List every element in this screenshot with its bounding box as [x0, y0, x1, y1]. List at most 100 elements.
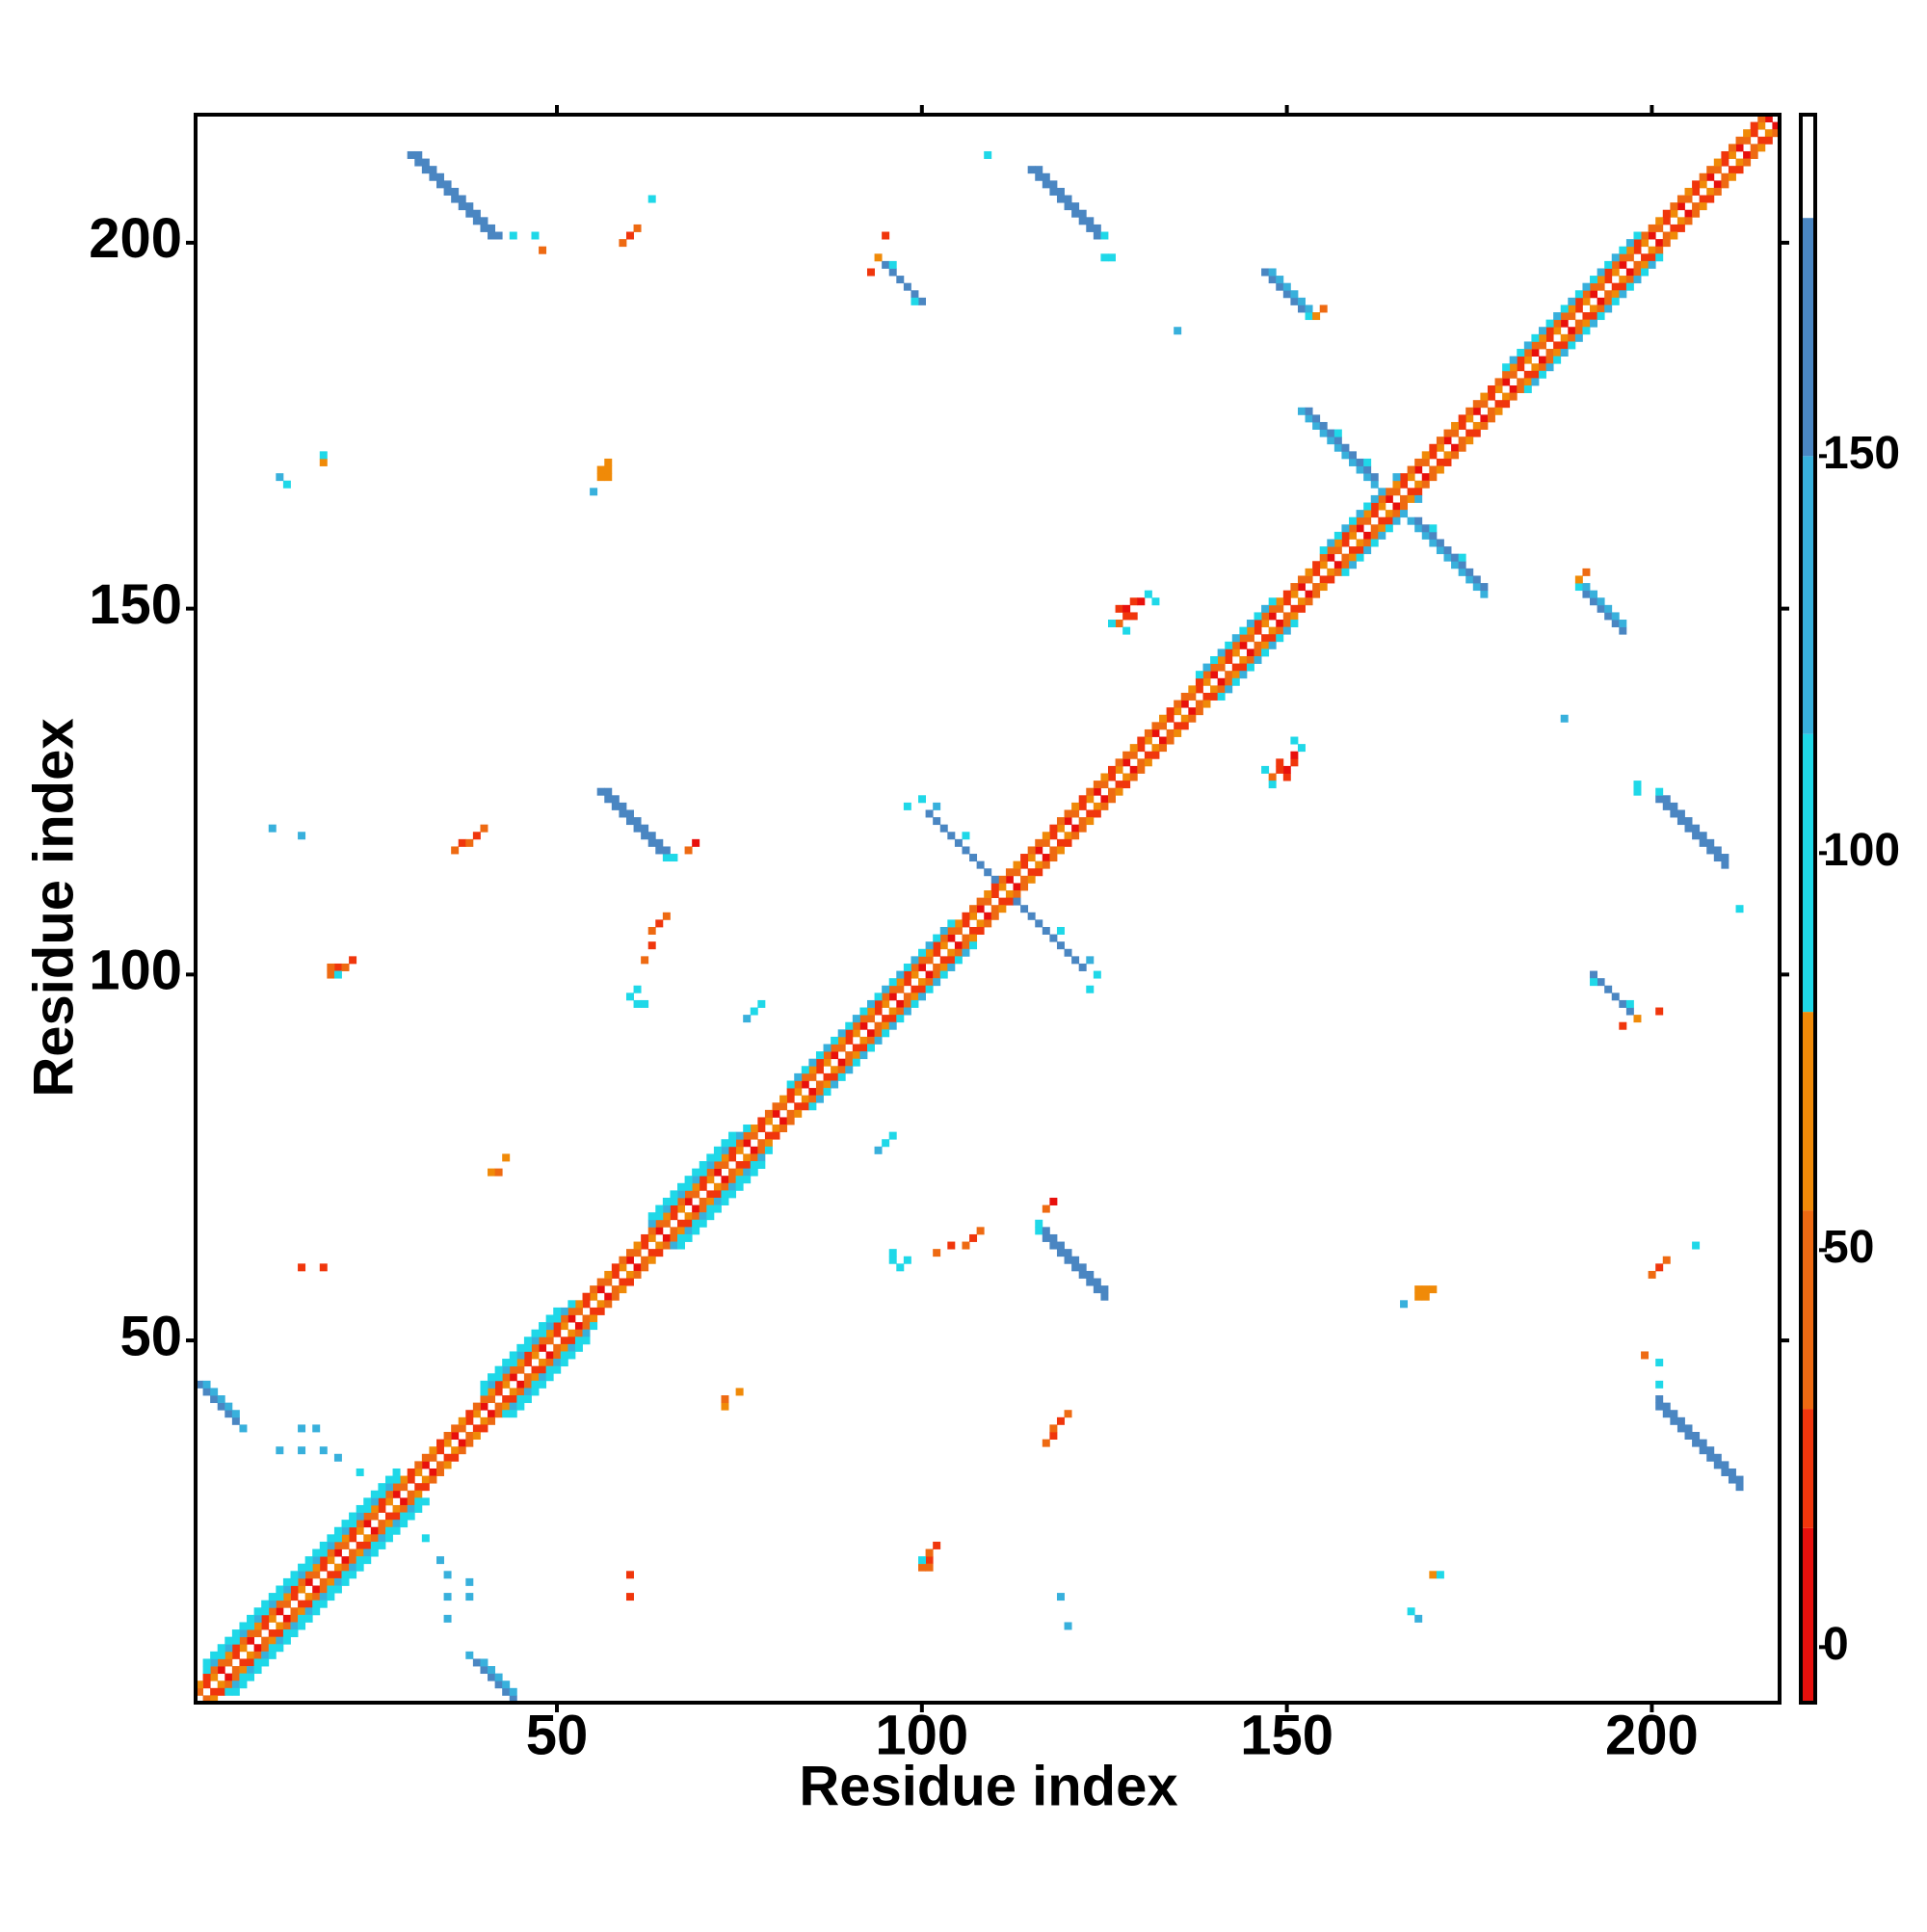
- heatmap-cell: [998, 897, 1007, 906]
- heatmap-cell: [1692, 832, 1701, 840]
- heatmap-cell: [735, 1139, 744, 1148]
- heatmap-cell: [276, 1622, 284, 1630]
- heatmap-cell: [1523, 384, 1532, 393]
- heatmap-cell: [1144, 590, 1152, 598]
- heatmap-cell: [692, 1227, 700, 1235]
- heatmap-cell: [1042, 180, 1050, 189]
- heatmap-cell: [1706, 195, 1715, 203]
- heatmap-cell: [1174, 728, 1182, 737]
- heatmap-cell: [1655, 224, 1664, 232]
- heatmap-cell: [1042, 926, 1050, 935]
- heatmap-cell: [239, 1658, 248, 1667]
- heatmap-cell: [692, 1212, 700, 1221]
- heatmap-cell: [1655, 1359, 1664, 1367]
- heatmap-cell: [684, 1212, 693, 1221]
- heatmap-cell: [684, 1190, 693, 1199]
- heatmap-cell: [472, 1432, 481, 1440]
- heatmap-cell: [523, 1351, 532, 1360]
- heatmap-cell: [494, 1681, 503, 1689]
- heatmap-cell: [947, 926, 956, 935]
- heatmap-cell: [625, 817, 634, 826]
- heatmap-cell: [400, 1483, 409, 1492]
- heatmap-cell: [662, 854, 671, 862]
- heatmap-cell: [1414, 465, 1423, 474]
- heatmap-cell: [1721, 180, 1729, 189]
- heatmap-cell: [282, 480, 291, 489]
- heatmap-cell: [1385, 488, 1393, 496]
- heatmap-cell: [721, 1190, 729, 1199]
- heatmap-cell: [290, 1585, 299, 1594]
- heatmap-cell: [378, 1541, 386, 1549]
- heatmap-cell: [370, 1512, 379, 1521]
- heatmap-cell: [1071, 809, 1080, 818]
- heatmap-cell: [728, 1190, 737, 1199]
- heatmap-cell: [1210, 663, 1219, 672]
- heatmap-cell: [984, 868, 992, 877]
- heatmap-cell: [436, 180, 444, 189]
- heatmap-cell: [764, 1139, 773, 1148]
- heatmap-cell: [1633, 1015, 1642, 1023]
- heatmap-cell: [1378, 488, 1386, 496]
- heatmap-cell: [516, 1395, 525, 1404]
- heatmap-cell: [202, 1673, 211, 1681]
- heatmap-cell: [1100, 253, 1109, 262]
- heatmap-cell: [706, 1153, 715, 1162]
- heatmap-cell: [1509, 356, 1518, 364]
- heatmap-cell: [1400, 510, 1409, 518]
- heatmap-cell: [933, 1541, 941, 1549]
- heatmap-cell: [1655, 1380, 1664, 1389]
- heatmap-cell: [1590, 970, 1597, 979]
- heatmap-cell: [1735, 905, 1744, 913]
- heatmap-cell: [1254, 655, 1262, 664]
- heatmap-cell: [1276, 620, 1284, 628]
- heatmap-cell: [1545, 333, 1554, 342]
- heatmap-cell: [414, 1461, 423, 1469]
- heatmap-cell: [1429, 465, 1438, 474]
- heatmap-cell: [728, 1182, 737, 1191]
- heatmap-cell: [349, 1520, 357, 1528]
- heatmap-cell: [866, 1007, 875, 1016]
- heatmap-cell: [253, 1651, 262, 1659]
- heatmap-cell: [1341, 553, 1350, 562]
- heatmap-cell: [1225, 685, 1233, 694]
- heatmap-cell: [1648, 1270, 1656, 1279]
- heatmap-cell: [969, 934, 978, 942]
- heatmap-cell: [480, 1388, 488, 1396]
- heatmap-cell: [633, 817, 642, 826]
- heatmap-cell: [1378, 531, 1386, 540]
- heatmap-cell: [735, 1131, 744, 1140]
- heatmap-cell: [699, 1176, 707, 1184]
- heatmap-cell: [465, 1410, 474, 1418]
- heatmap-cell: [596, 1278, 605, 1286]
- heatmap-cell: [625, 1278, 634, 1286]
- heatmap-cell: [874, 1036, 883, 1045]
- heatmap-cell: [1217, 663, 1226, 672]
- heatmap-cell: [1137, 765, 1146, 774]
- heatmap-cell: [911, 985, 919, 993]
- heatmap-cell: [1480, 392, 1489, 401]
- heatmap-cell: [488, 1410, 496, 1418]
- heatmap-cell: [378, 1520, 386, 1528]
- heatmap-cell: [1239, 663, 1248, 672]
- heatmap-cell: [743, 1161, 752, 1170]
- heatmap-cell: [472, 832, 481, 840]
- heatmap-cell: [378, 1490, 386, 1498]
- heatmap-cell: [429, 1468, 437, 1476]
- heatmap-cell: [319, 1263, 328, 1272]
- heatmap-cell: [1341, 561, 1350, 569]
- heatmap-cell: [969, 941, 978, 950]
- heatmap-cell: [735, 1388, 744, 1396]
- heatmap-cell: [253, 1629, 262, 1638]
- heatmap-cell: [735, 1176, 744, 1184]
- heatmap-cell: [502, 1687, 511, 1696]
- heatmap-cell: [1100, 1285, 1109, 1294]
- heatmap-cell: [641, 1241, 649, 1250]
- heatmap-cell: [210, 1388, 219, 1396]
- heatmap-cell: [1676, 1424, 1685, 1433]
- heatmap-cell: [933, 978, 941, 987]
- heatmap-cell: [239, 1666, 248, 1675]
- heatmap-cell: [472, 217, 481, 225]
- heatmap-cell: [239, 1622, 248, 1630]
- heatmap-cell: [684, 1227, 693, 1235]
- heatmap-cell: [1692, 187, 1701, 196]
